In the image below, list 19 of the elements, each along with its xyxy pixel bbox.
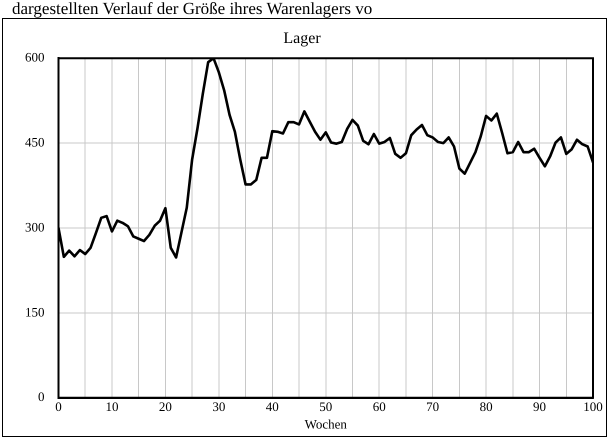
- y-tick-label: 450: [25, 134, 44, 150]
- x-tick-label: 50: [319, 399, 332, 414]
- x-tick-label: 0: [55, 399, 62, 414]
- y-tick-label: 0: [38, 389, 44, 404]
- y-tick-label: 300: [25, 219, 44, 234]
- x-tick-label: 20: [158, 399, 172, 414]
- text: dargestellten Verlauf der Größe ihres Warenlagers vo: [12, 0, 372, 18]
- y-tick-label: 600: [25, 50, 44, 65]
- y-tick-label: 150: [25, 304, 44, 320]
- x-tick-label: 70: [426, 399, 440, 414]
- x-tick-label: 90: [533, 399, 546, 414]
- x-tick-label: 60: [372, 399, 386, 414]
- x-tick-label: 80: [480, 399, 493, 414]
- chart-title: Lager: [283, 30, 322, 47]
- x-tick-label: 30: [212, 399, 226, 414]
- x-tick-label: 10: [105, 399, 118, 414]
- x-axis-title: Wochen: [304, 416, 348, 432]
- x-tick-label: 100: [583, 399, 603, 414]
- x-tick-label: 40: [266, 399, 279, 414]
